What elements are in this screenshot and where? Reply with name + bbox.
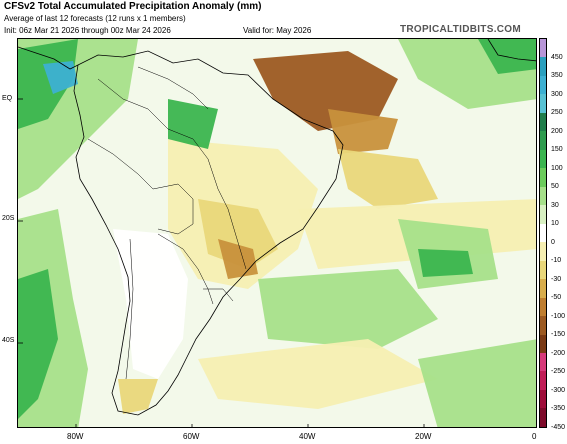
colorbar-swatch (540, 223, 546, 243)
anomaly-region (198, 199, 278, 269)
colorbar-label: 100 (551, 164, 563, 172)
map-canvas (18, 39, 536, 427)
colorbar-swatch (540, 297, 546, 317)
lat-label-40s: 40S (2, 337, 15, 344)
colorbar-swatch (540, 242, 546, 261)
anomaly-region (168, 99, 218, 149)
colorbar-label: 200 (551, 127, 563, 135)
colorbar-label: -450 (551, 423, 566, 431)
africa-coast (487, 39, 536, 62)
colorbar-swatch (540, 131, 546, 150)
anomaly-region (418, 249, 473, 277)
lon-label-80w: 80W (67, 432, 84, 441)
header: CFSv2 Total Accumulated Precipitation An… (0, 0, 567, 38)
border-bolivia (152, 183, 194, 235)
coastlines (18, 39, 536, 416)
colorbar-swatch (540, 316, 546, 335)
anomaly-region (328, 109, 398, 154)
colorbar-swatch (540, 352, 546, 372)
anomaly-region (198, 339, 438, 409)
border-venezuela (137, 66, 209, 110)
colorbar-swatch (540, 371, 546, 390)
anomaly-region (18, 39, 78, 129)
colorbar-swatch (540, 205, 546, 224)
colorbar-label: -10 (551, 257, 562, 264)
lat-label-20s: 20S (2, 215, 15, 222)
border-colombia (97, 78, 169, 130)
colorbar-label: 50 (551, 183, 559, 190)
central-america-coast (18, 46, 79, 70)
colorbar-label: -100 (551, 312, 566, 320)
border-peru (87, 138, 154, 190)
anomaly-region (43, 61, 78, 94)
anomaly-region (18, 269, 58, 419)
border-brazil-west (167, 128, 247, 270)
colorbar (539, 38, 547, 428)
colorbar-label: -300 (551, 386, 566, 394)
valid-time: Valid for: May 2026 (243, 26, 312, 35)
colorbar-swatch (540, 389, 546, 409)
lon-label-0: 0 (532, 432, 537, 441)
lon-label-60w: 60W (183, 432, 200, 441)
anomaly-field (18, 39, 536, 427)
colorbar-label: -150 (551, 331, 566, 338)
colorbar-label: 300 (551, 90, 563, 98)
colorbar-label: 0 (551, 238, 555, 246)
colorbar-swatch (540, 260, 546, 280)
colorbar-swatch (540, 112, 546, 132)
country-borders (87, 66, 247, 380)
graticule-ticks (18, 98, 425, 427)
chart-subtitle: Average of last 12 forecasts (12 runs x … (4, 14, 186, 23)
anomaly-region (418, 339, 536, 427)
colorbar-label: 10 (551, 220, 559, 227)
colorbar-swatch (540, 279, 546, 298)
anomaly-region (258, 269, 438, 349)
south-america-coast (73, 50, 344, 416)
colorbar-label: -50 (551, 294, 562, 301)
init-time: Init: 06z Mar 21 2026 through 00z Mar 24… (4, 26, 171, 35)
border-uruguay (203, 288, 234, 302)
colorbar-swatch (540, 149, 546, 169)
anomaly-region (218, 239, 258, 279)
colorbar-label: -200 (551, 349, 566, 357)
chart-title: CFSv2 Total Accumulated Precipitation An… (4, 1, 262, 12)
brand-logo: TROPICALTIDBITS.COM (399, 24, 521, 35)
colorbar-label: 150 (551, 146, 563, 153)
colorbar-label: 350 (551, 72, 563, 79)
anomaly-region (338, 149, 438, 209)
anomaly-region (253, 51, 398, 131)
colorbar-swatch (540, 94, 546, 113)
border-chile (125, 238, 134, 380)
lon-label-40w: 40W (299, 432, 316, 441)
colorbar-label: -250 (551, 368, 566, 375)
colorbar-label: 450 (551, 53, 563, 61)
border-argentina (157, 233, 214, 305)
colorbar-swatch (540, 75, 546, 95)
anomaly-map (17, 38, 537, 428)
colorbar-label: 30 (551, 201, 559, 209)
colorbar-swatch (540, 334, 546, 353)
colorbar-label: -30 (551, 275, 562, 283)
anomaly-region (118, 379, 158, 414)
colorbar-swatch (540, 168, 546, 187)
colorbar-label: 250 (551, 109, 563, 116)
colorbar-swatch (540, 39, 546, 58)
colorbar-label: -350 (551, 405, 566, 412)
lon-label-20w: 20W (415, 432, 432, 441)
colorbar-swatch (540, 408, 546, 427)
colorbar-swatch (540, 186, 546, 206)
lat-label-eq: EQ (2, 95, 13, 102)
colorbar-swatch (540, 57, 546, 76)
